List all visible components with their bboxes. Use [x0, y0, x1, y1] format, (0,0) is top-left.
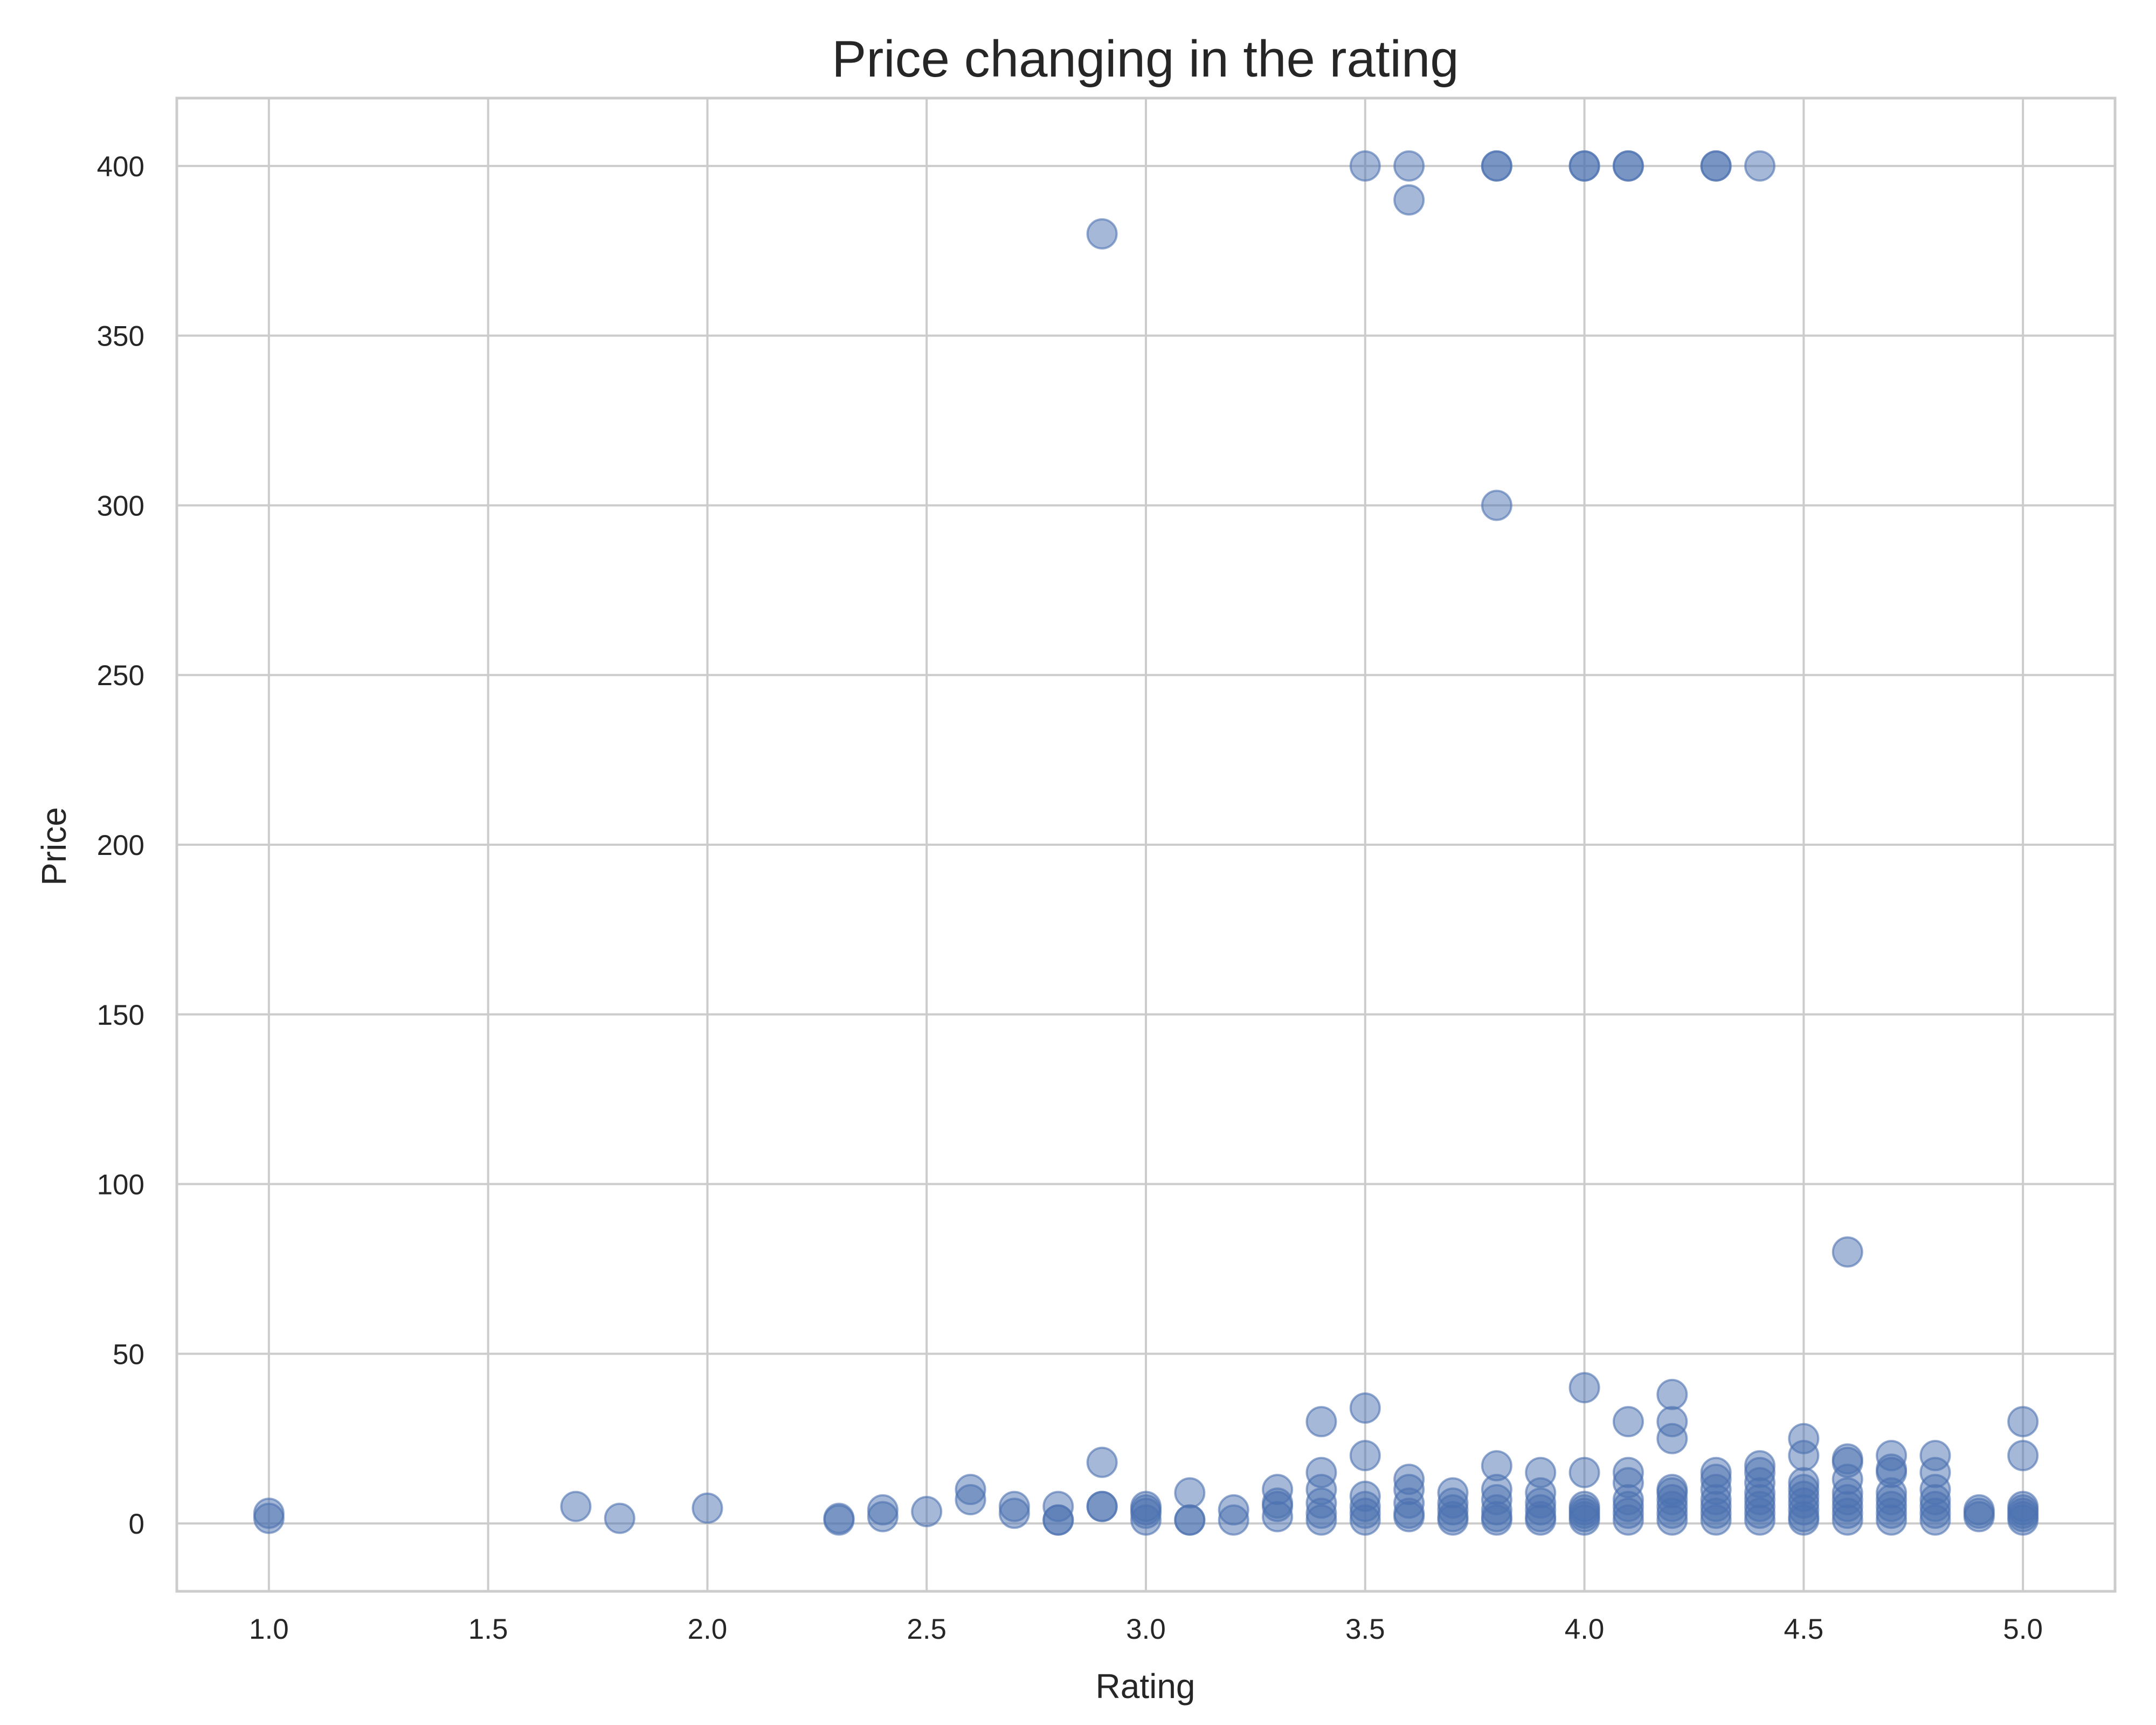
- data-point: [823, 1502, 855, 1534]
- data-point: [692, 1492, 723, 1524]
- plot-frame: [175, 96, 2117, 1593]
- x-tick-label: 1.0: [249, 1613, 289, 1645]
- x-axis-label: Rating: [1096, 1667, 1196, 1706]
- data-point: [1393, 1501, 1425, 1533]
- data-point: [1568, 1504, 1600, 1536]
- data-point: [1349, 150, 1381, 182]
- data-point: [560, 1491, 592, 1522]
- data-point: [1568, 1457, 1600, 1488]
- y-tick-label: 200: [97, 830, 144, 861]
- data-point: [1700, 1504, 1732, 1536]
- data-point: [1218, 1504, 1249, 1536]
- data-point: [1963, 1501, 1995, 1533]
- data-point: [1788, 1440, 1820, 1472]
- y-tick-label: 350: [97, 321, 144, 353]
- data-point: [1130, 1494, 1162, 1526]
- data-point: [1086, 1491, 1118, 1522]
- data-point: [1262, 1501, 1294, 1533]
- x-tick-label: 1.5: [468, 1613, 508, 1645]
- data-point: [1612, 1406, 1644, 1438]
- data-point: [1086, 218, 1118, 250]
- data-point: [2007, 1406, 2039, 1438]
- x-tick-label: 4.5: [1784, 1613, 1824, 1645]
- y-tick-label: 300: [97, 490, 144, 522]
- data-point: [1305, 1406, 1337, 1438]
- y-tick-label: 250: [97, 660, 144, 692]
- data-point: [1832, 1236, 1863, 1268]
- data-point: [253, 1502, 285, 1534]
- data-point: [1568, 1372, 1600, 1404]
- data-point: [1919, 1504, 1951, 1536]
- data-point: [1393, 184, 1425, 216]
- data-point: [1481, 489, 1512, 521]
- data-point: [2007, 1504, 2039, 1536]
- data-point: [1305, 1504, 1337, 1536]
- chart-title: Price changing in the rating: [832, 30, 1459, 88]
- data-point: [1656, 1504, 1688, 1536]
- data-point: [1612, 1504, 1644, 1536]
- x-tick-label: 2.5: [907, 1613, 946, 1645]
- y-tick-label: 150: [97, 999, 144, 1031]
- data-point: [1832, 1504, 1863, 1536]
- data-point: [1788, 1504, 1820, 1536]
- data-point: [604, 1502, 635, 1534]
- x-tick-label: 4.0: [1565, 1613, 1605, 1645]
- x-tick-label: 2.0: [688, 1613, 728, 1645]
- data-point: [1086, 1446, 1118, 1478]
- data-point: [998, 1498, 1030, 1529]
- y-tick-label: 50: [113, 1338, 144, 1370]
- data-point: [867, 1494, 899, 1526]
- data-point: [1174, 1477, 1206, 1509]
- data-points: [253, 150, 2039, 1536]
- data-point: [1656, 1423, 1688, 1454]
- data-point: [911, 1496, 943, 1528]
- y-tick-label: 0: [129, 1508, 144, 1540]
- data-point: [1568, 150, 1600, 182]
- data-point: [1525, 1504, 1557, 1536]
- x-tick-label: 3.5: [1345, 1613, 1385, 1645]
- data-point: [1349, 1440, 1381, 1472]
- x-tick-label: 3.0: [1126, 1613, 1166, 1645]
- data-point: [2007, 1440, 2039, 1472]
- data-point: [1393, 150, 1425, 182]
- data-point: [1481, 150, 1512, 182]
- data-point: [1481, 1504, 1512, 1536]
- x-tick-label: 5.0: [2003, 1613, 2043, 1645]
- data-point: [1349, 1504, 1381, 1536]
- data-point: [1174, 1504, 1206, 1536]
- y-tick-labels: 0 50 100 150 200 250 300 350 400: [97, 151, 144, 1540]
- data-point: [1349, 1392, 1381, 1424]
- data-point: [1612, 150, 1644, 182]
- y-axis-label: Price: [34, 807, 73, 886]
- data-point: [1876, 1504, 1908, 1536]
- data-point: [1744, 150, 1776, 182]
- data-point: [955, 1484, 986, 1516]
- data-point: [1042, 1504, 1074, 1536]
- data-point: [1700, 150, 1732, 182]
- y-tick-label: 400: [97, 151, 144, 183]
- data-point: [1656, 1378, 1688, 1410]
- data-point: [1437, 1504, 1469, 1536]
- data-point: [1744, 1504, 1776, 1536]
- x-tick-labels: 1.0 1.5 2.0 2.5 3.0 3.5 4.0 4.5 5.0: [249, 1613, 2043, 1645]
- y-tick-label: 100: [97, 1169, 144, 1201]
